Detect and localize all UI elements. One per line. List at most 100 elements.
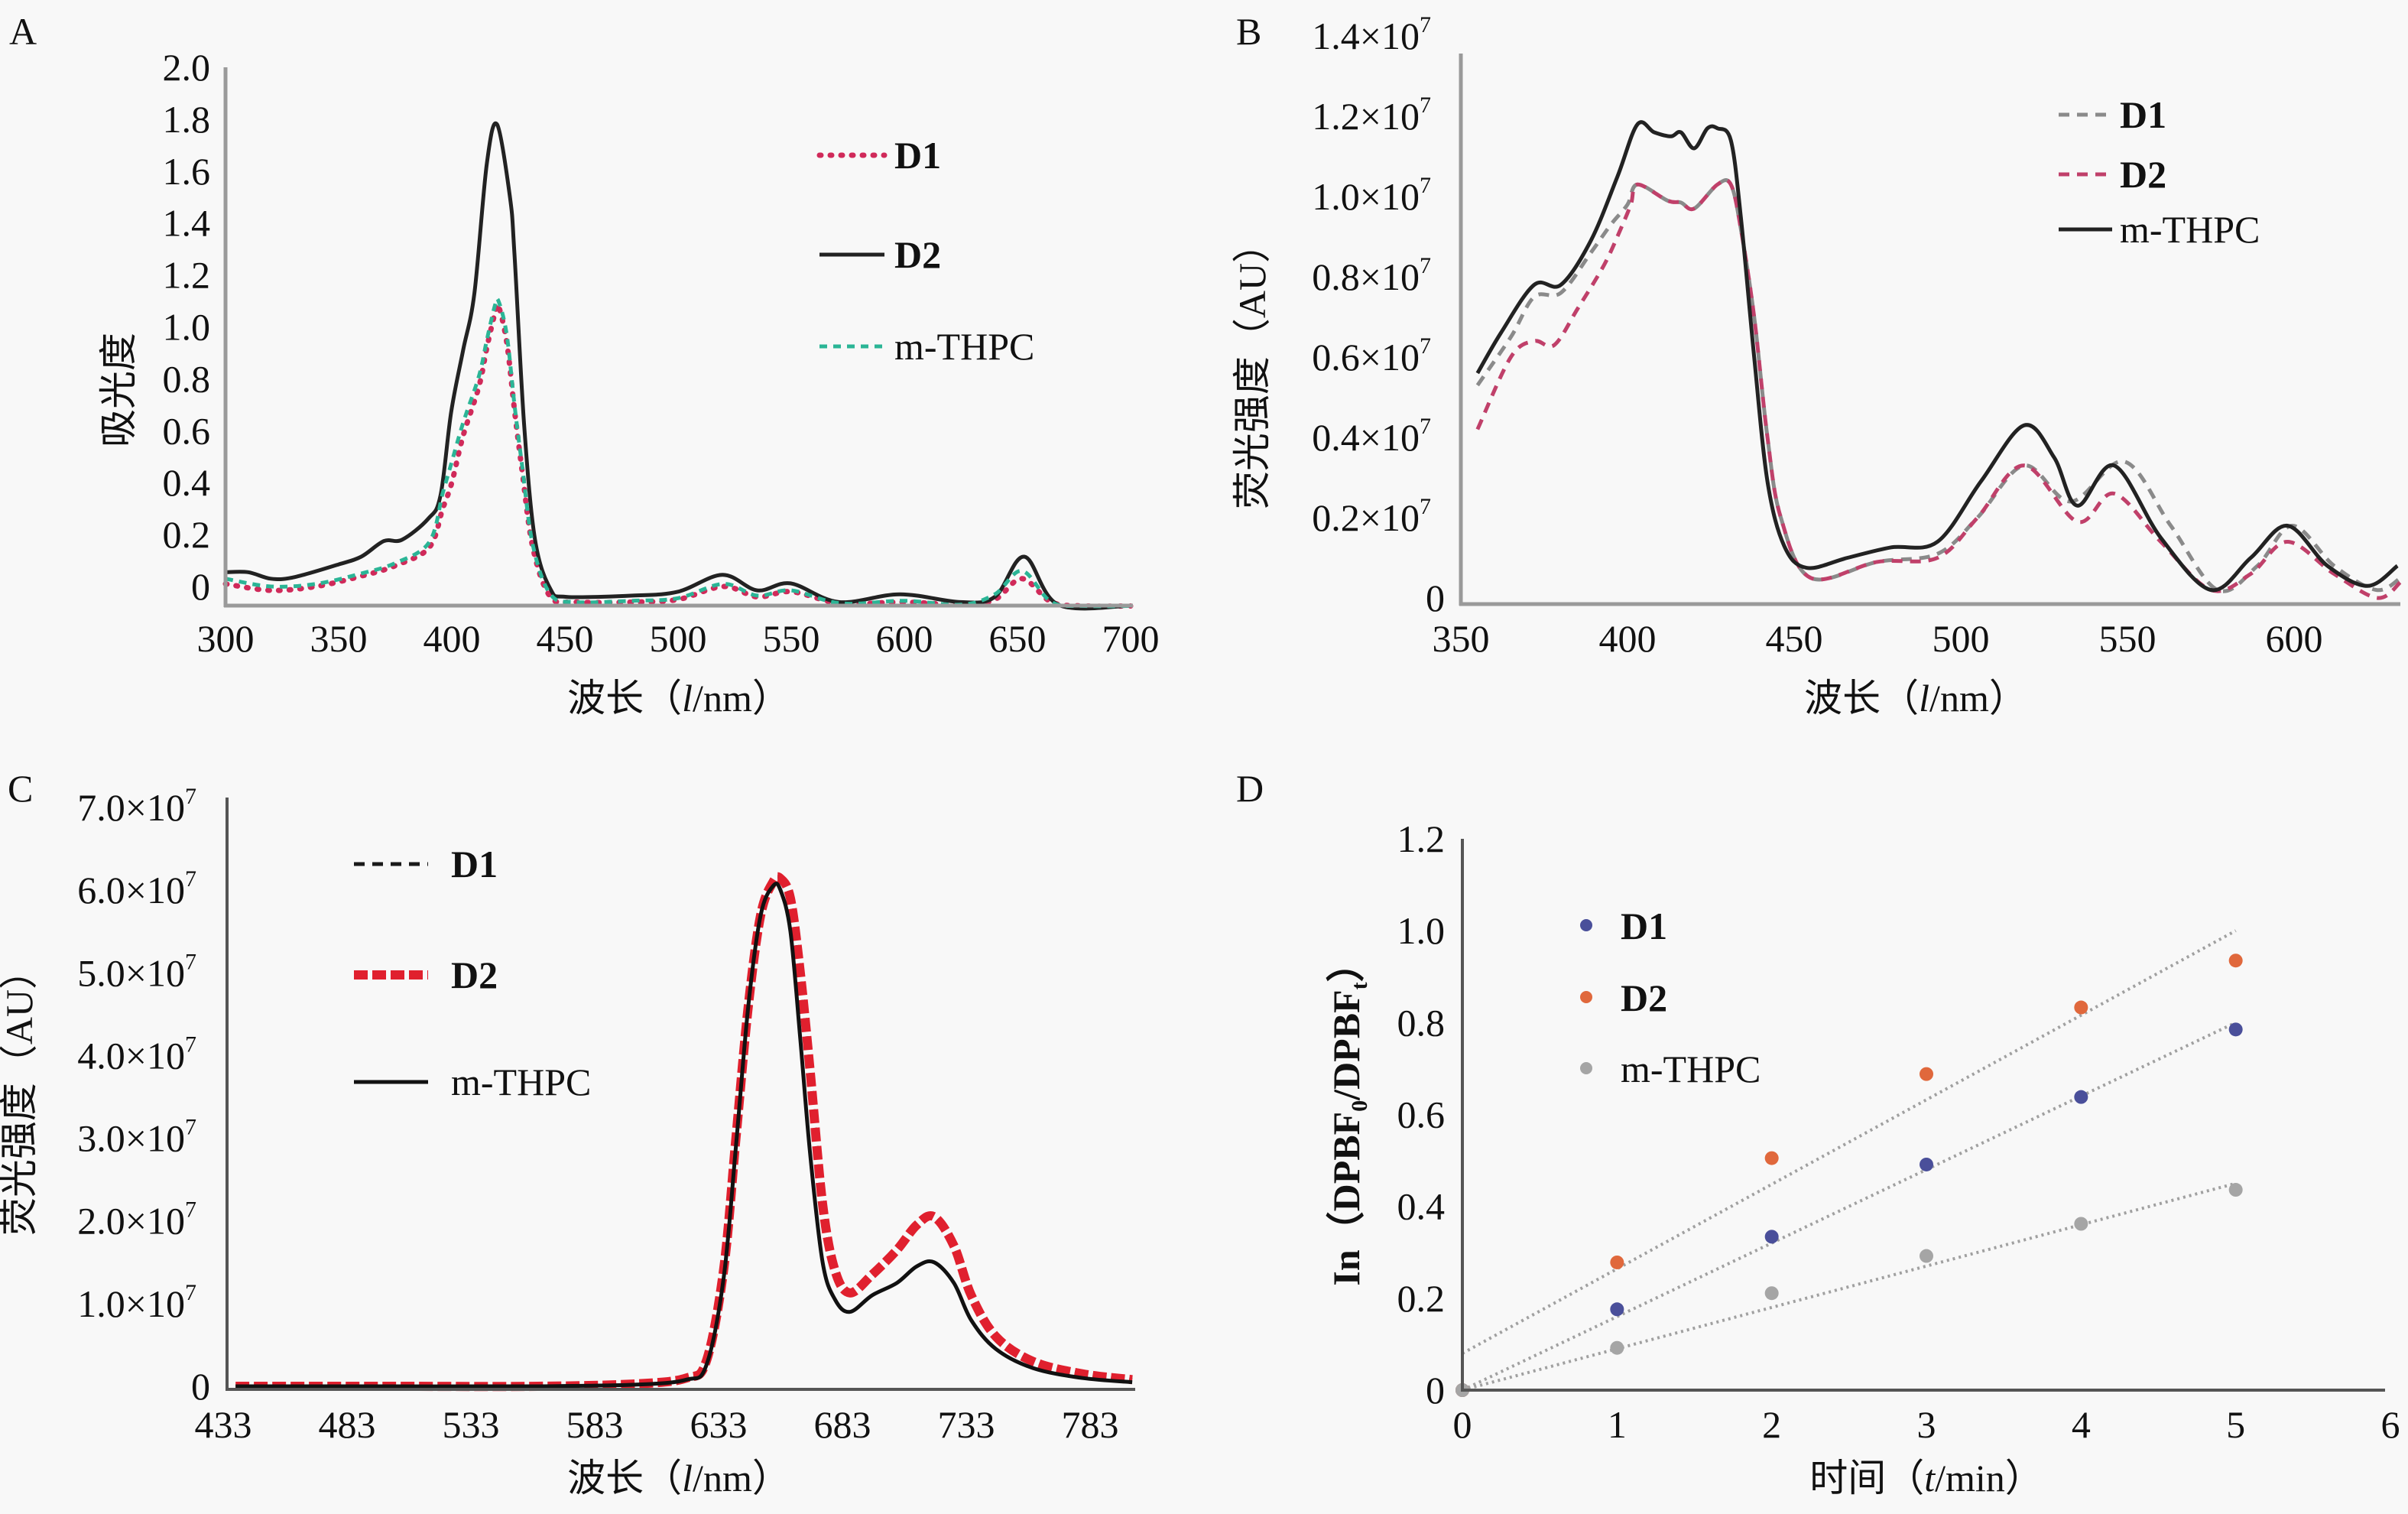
x-tick-label: 2 xyxy=(1762,1403,1781,1446)
series-lines xyxy=(235,872,1133,1392)
x-tick-label: 400 xyxy=(424,617,481,660)
y-tick-label: 0 xyxy=(1426,1369,1445,1412)
legend-label-d1: D1 xyxy=(2120,93,2166,136)
y-tick-label: 4.0×107 xyxy=(77,1032,196,1077)
series-line-d2 xyxy=(225,121,1131,611)
x-tick-label: 550 xyxy=(2099,617,2156,660)
y-tick-label: 1.2 xyxy=(1397,817,1446,860)
x-title-prefix: 波长（ xyxy=(567,677,682,720)
data-point-m-thpc xyxy=(1920,1249,1933,1263)
x-title-suffix: /nm） xyxy=(1929,677,2027,720)
data-point-d1 xyxy=(2074,1090,2088,1104)
y-tick-label: 7.0×107 xyxy=(77,784,196,829)
y-tick-label: 1.8 xyxy=(163,98,211,141)
legend-label-m-thpc: m-THPC xyxy=(451,1061,591,1103)
x-title-prefix: 波长（ xyxy=(567,1457,682,1499)
panel-letter-c: C xyxy=(8,767,33,810)
x-title-prefix: 波长（ xyxy=(1804,677,1919,720)
x-tick-label: 6 xyxy=(2381,1403,2400,1446)
y-tick-labels: 0 0.2×107 0.4×107 0.6×107 0.8×107 1.0×107 1.2×… xyxy=(1312,12,1445,619)
y-tick-label: 5.0×107 xyxy=(77,949,196,994)
y-tick-labels: 0 1.0×107 2.0×107 3.0×107 4.0×107 5.0×107 6.0×… xyxy=(77,784,210,1408)
y-tick-label: 1.0 xyxy=(163,306,211,349)
y-axis-title: 吸光度 xyxy=(97,333,140,447)
y-tick-label: 0.4 xyxy=(163,461,211,504)
y-axis-title: In（DPBF0/DPBFt） xyxy=(1325,944,1372,1285)
legend-label-d2: D2 xyxy=(894,233,941,276)
y-tick-label: 1.6 xyxy=(163,150,211,193)
legend-marker-d2 xyxy=(1580,991,1592,1003)
x-title-suffix: /min） xyxy=(1935,1457,2043,1499)
y-tick-exponent: 7 xyxy=(1420,414,1431,439)
x-tick-label: 550 xyxy=(763,617,820,660)
y-tick-label: 0 xyxy=(191,1365,210,1408)
y-tick-label: 2.0×107 xyxy=(77,1197,196,1243)
x-title-suffix: /nm） xyxy=(693,1457,790,1499)
x-axis-title: 波长（l/nm） xyxy=(1804,677,2027,720)
x-tick-label: 450 xyxy=(1766,617,1823,660)
x-tick-labels: 0 1 2 3 4 5 6 xyxy=(1453,1403,2400,1446)
y-tick-label: 3.0×107 xyxy=(77,1115,196,1160)
x-axis-title: 波长（l/nm） xyxy=(567,1457,790,1499)
y-tick-exponent: 7 xyxy=(1420,494,1431,519)
x-title-variable: t xyxy=(1924,1457,1936,1499)
y-tick-exponent: 7 xyxy=(1420,253,1431,278)
y-axis-title: 荧光强度（AU） xyxy=(0,951,41,1236)
y-tick-label: 0.6 xyxy=(163,409,211,452)
y-tick-exponent: 7 xyxy=(1420,12,1431,37)
series-lines xyxy=(1475,120,2403,600)
y-axis-title: 荧光强度（AU） xyxy=(1231,225,1274,509)
y-tick-label: 0.2 xyxy=(1397,1277,1446,1320)
x-title-variable: l xyxy=(682,1457,693,1499)
data-point-m-thpc xyxy=(2074,1217,2088,1231)
data-point-m-thpc xyxy=(2228,1183,2243,1197)
y-tick-label: 0 xyxy=(1426,577,1445,619)
x-title-prefix: 时间（ xyxy=(1809,1457,1924,1499)
panel-a-absorbance-chart: A 0 0.2 0.4 0.6 0.8 1.0 1.2 1.4 1.6 1.8 2.0 300 350… xyxy=(9,10,1160,720)
x-tick-label: 600 xyxy=(876,617,933,660)
x-tick-label: 600 xyxy=(2266,617,2323,660)
data-point-d2 xyxy=(2228,954,2243,968)
y-tick-label: 1.0×107 xyxy=(77,1280,196,1325)
y-tick-exponent: 7 xyxy=(185,1197,196,1223)
y-tick-label: 0.6 xyxy=(1397,1093,1446,1136)
x-tick-label: 3 xyxy=(1917,1403,1936,1446)
data-point-d1 xyxy=(1764,1230,1779,1244)
legend-label-m-thpc: m-THPC xyxy=(1621,1048,1761,1090)
x-tick-label: 483 xyxy=(319,1403,376,1446)
x-tick-label: 783 xyxy=(1062,1403,1119,1446)
y-tick-exponent: 7 xyxy=(185,949,196,974)
data-point-d1 xyxy=(2228,1022,2243,1037)
series-points xyxy=(1456,954,2243,1397)
y-tick-exponent: 7 xyxy=(1420,333,1431,359)
x-tick-label: 633 xyxy=(690,1403,748,1446)
panel-letter-d: D xyxy=(1236,767,1264,810)
legend-label-d1: D1 xyxy=(451,843,498,885)
y-tick-exponent: 7 xyxy=(185,1115,196,1140)
data-point-d2 xyxy=(1764,1151,1779,1165)
y-tick-label: 1.2 xyxy=(163,254,211,297)
x-tick-label: 450 xyxy=(537,617,594,660)
trendlines xyxy=(1462,929,2237,1392)
panel-b-fluorescence-chart: B 0 0.2×107 0.4×107 0.6×107 0.8×107 1.0×107 1.… xyxy=(1231,10,2403,720)
y-tick-exponent: 7 xyxy=(185,784,196,809)
x-tick-labels: 433 483 533 583 633 683 733 783 xyxy=(195,1403,1119,1446)
legend: D1 D2 m-THPC xyxy=(816,134,1034,368)
y-tick-label: 0.8 xyxy=(163,357,211,400)
data-point-d1 xyxy=(1610,1302,1624,1317)
x-tick-label: 350 xyxy=(1433,617,1490,660)
x-tick-label: 5 xyxy=(2226,1403,2245,1446)
x-tick-label: 350 xyxy=(310,617,368,660)
y-tick-label: 0.6×107 xyxy=(1312,333,1431,378)
y-tick-label: 0.4×107 xyxy=(1312,414,1431,459)
x-tick-label: 1 xyxy=(1608,1403,1627,1446)
legend-label-d2: D2 xyxy=(2120,153,2166,196)
y-title-suffix: ） xyxy=(1325,944,1368,982)
y-tick-label: 1.0×107 xyxy=(1312,173,1431,218)
legend-label-d1: D1 xyxy=(1621,905,1667,947)
x-tick-label: 400 xyxy=(1599,617,1657,660)
x-tick-label: 433 xyxy=(195,1403,252,1446)
y-tick-label: 0.2 xyxy=(163,513,211,556)
